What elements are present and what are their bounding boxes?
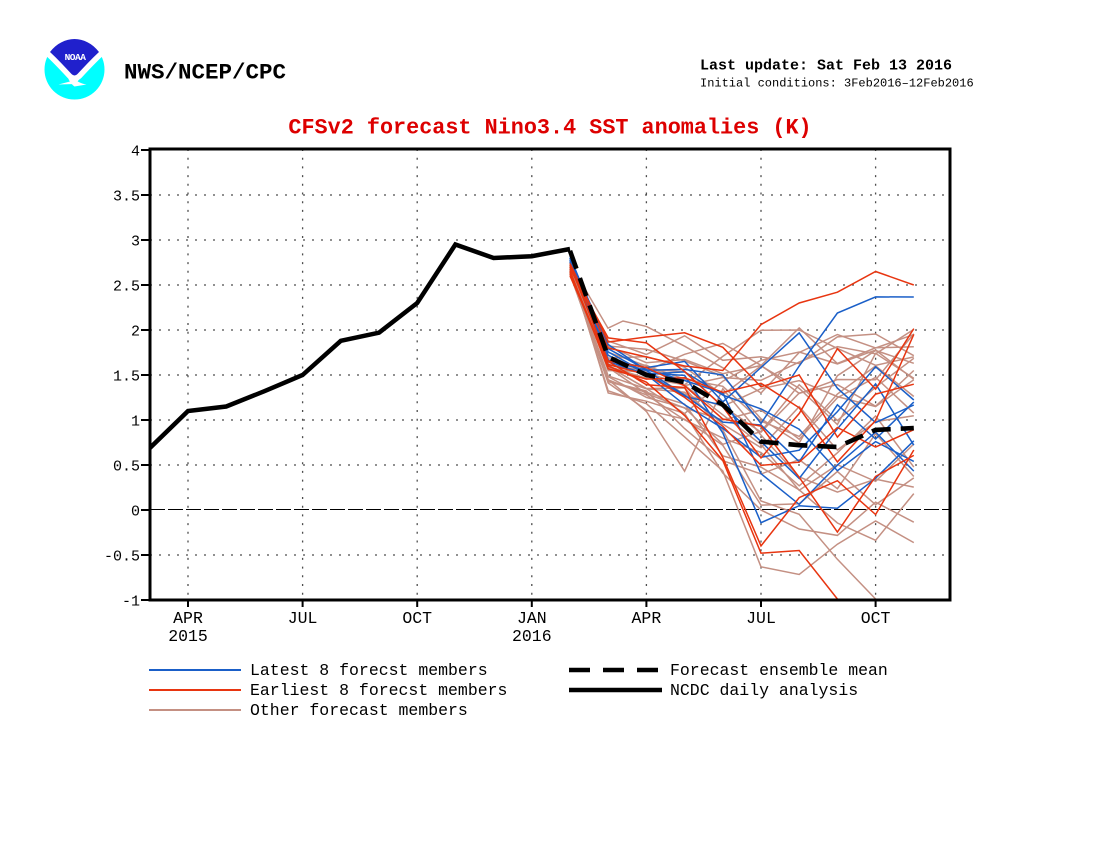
svg-text:2016: 2016: [512, 627, 552, 646]
svg-text:2015: 2015: [168, 627, 208, 646]
svg-text:3: 3: [131, 234, 140, 251]
svg-text:OCT: OCT: [402, 609, 432, 628]
svg-text:OCT: OCT: [861, 609, 891, 628]
svg-text:CFSv2 forecast Nino3.4 SST ano: CFSv2 forecast Nino3.4 SST anomalies (K): [288, 116, 811, 141]
svg-text:0: 0: [131, 504, 140, 521]
svg-text:2.5: 2.5: [113, 279, 140, 296]
svg-text:Last update: Sat Feb 13 2016: Last update: Sat Feb 13 2016: [700, 58, 952, 75]
svg-text:1: 1: [131, 414, 140, 431]
svg-text:0.5: 0.5: [113, 459, 140, 476]
svg-text:4: 4: [131, 144, 140, 161]
svg-text:Forecast ensemble mean: Forecast ensemble mean: [670, 661, 888, 680]
svg-text:JUL: JUL: [746, 609, 776, 628]
svg-text:JUL: JUL: [288, 609, 318, 628]
svg-text:2: 2: [131, 324, 140, 341]
svg-text:NOAA: NOAA: [65, 52, 87, 63]
svg-text:1.5: 1.5: [113, 369, 140, 386]
svg-text:3.5: 3.5: [113, 189, 140, 206]
svg-text:Earliest 8 forecst members: Earliest 8 forecst members: [250, 681, 507, 700]
svg-text:Other forecast members: Other forecast members: [250, 701, 468, 720]
svg-text:NWS/NCEP/CPC: NWS/NCEP/CPC: [124, 60, 286, 86]
svg-text:Initial conditions: 3Feb2016–1: Initial conditions: 3Feb2016–12Feb2016: [700, 77, 974, 91]
svg-text:APR: APR: [632, 609, 662, 628]
svg-text:JAN: JAN: [517, 609, 547, 628]
svg-text:-1: -1: [122, 594, 140, 611]
svg-text:NCDC daily analysis: NCDC daily analysis: [670, 681, 858, 700]
svg-text:-0.5: -0.5: [104, 549, 140, 566]
svg-text:APR: APR: [173, 609, 203, 628]
svg-text:Latest 8 forecst members: Latest 8 forecst members: [250, 661, 488, 680]
